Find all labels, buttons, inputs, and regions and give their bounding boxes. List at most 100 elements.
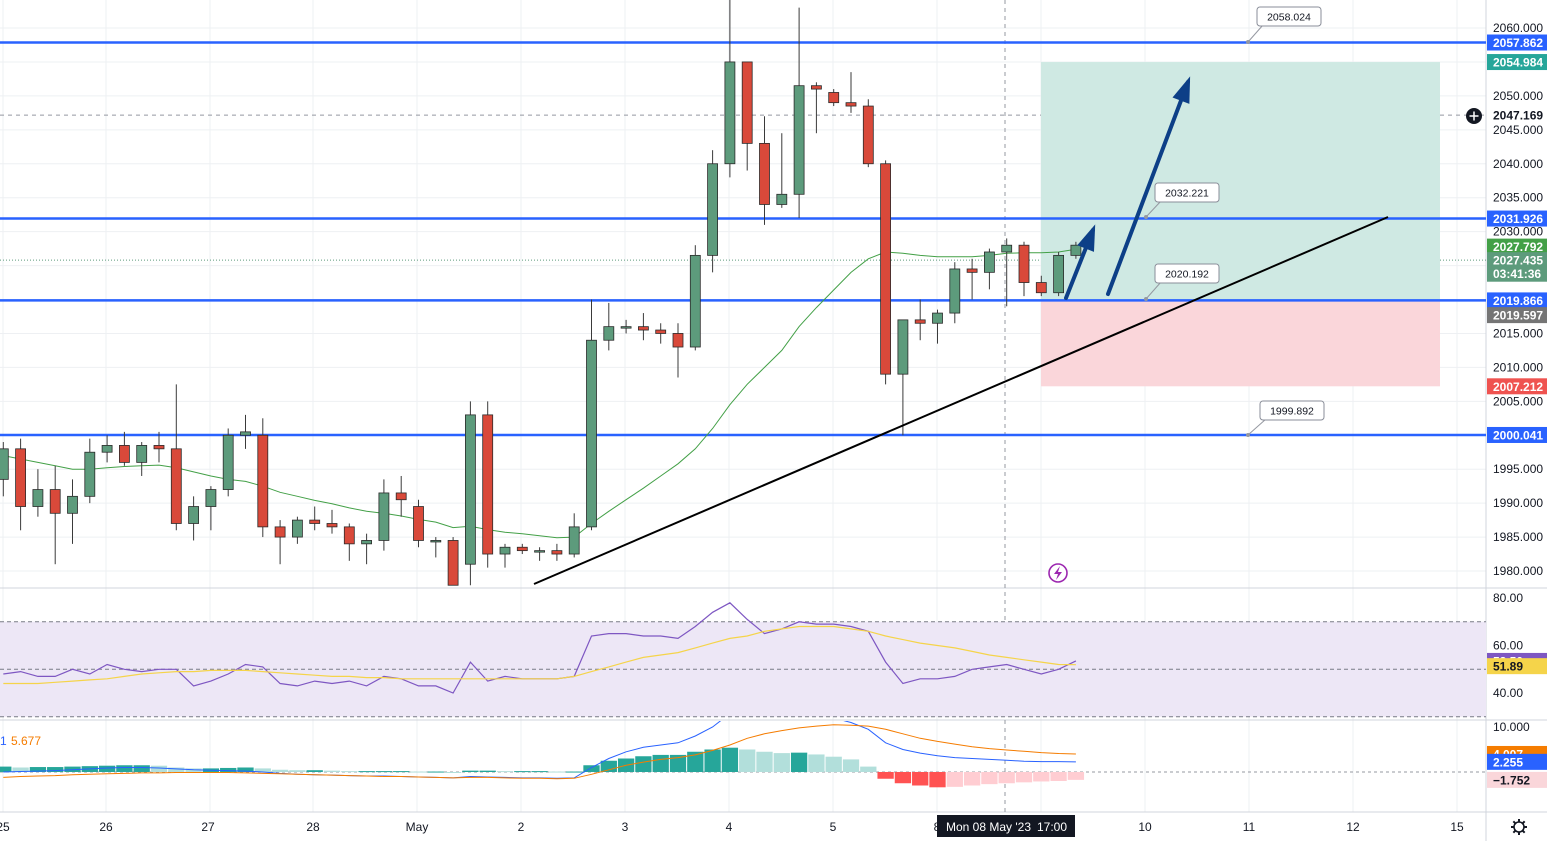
arrow-short[interactable] bbox=[1064, 224, 1096, 300]
candle-body bbox=[568, 526, 580, 555]
candle bbox=[15, 438, 27, 531]
macd-hist-bar bbox=[773, 753, 790, 772]
price-callout[interactable]: 1999.892 bbox=[1246, 400, 1325, 437]
axis-price-label-bg bbox=[1487, 34, 1547, 51]
candle-body bbox=[845, 102, 857, 107]
candle-body bbox=[84, 451, 96, 497]
candle-body bbox=[32, 489, 44, 507]
candle bbox=[845, 72, 857, 113]
candle bbox=[568, 513, 580, 558]
axis-price-label-text: 03:41:36 bbox=[1493, 267, 1541, 281]
candle-body bbox=[1001, 244, 1013, 253]
plus-circle-icon[interactable] bbox=[1466, 108, 1482, 124]
macd-hist-bar bbox=[981, 772, 998, 785]
candle-body bbox=[776, 193, 788, 205]
macd-hist-bar bbox=[894, 772, 912, 784]
lightning-icon[interactable] bbox=[1048, 563, 1068, 583]
price-callout[interactable]: 2020.192 bbox=[1144, 263, 1220, 301]
loss-zone[interactable] bbox=[1041, 300, 1440, 387]
candle-body bbox=[170, 448, 182, 524]
macd-hist-bar bbox=[998, 772, 1015, 784]
price-axis-tick: 1980.000 bbox=[1493, 564, 1543, 578]
axis-price-label-bg bbox=[1487, 307, 1547, 324]
candle-body bbox=[620, 326, 632, 329]
drawings[interactable]: 2058.024 2032.221 2020.192 1999.892 bbox=[533, 6, 1389, 585]
crosshair-date: Mon 08 May '23 bbox=[946, 820, 1031, 834]
macd-hist-bar bbox=[29, 767, 47, 772]
axis-price-label-text: 2007.212 bbox=[1493, 380, 1543, 394]
macd-hist-bar bbox=[1033, 772, 1050, 782]
candle-body bbox=[932, 312, 943, 324]
candle bbox=[482, 401, 494, 568]
candle-body bbox=[880, 163, 891, 375]
candle bbox=[361, 533, 373, 565]
axis-price-label-bg bbox=[1487, 54, 1547, 71]
candle bbox=[0, 442, 9, 497]
trendline[interactable] bbox=[533, 216, 1389, 585]
macd-hist-bar bbox=[825, 756, 842, 772]
candle bbox=[897, 319, 909, 436]
arrow-long[interactable] bbox=[1106, 76, 1191, 296]
macd-hist-bar bbox=[877, 772, 894, 779]
macd-hist-bar bbox=[271, 769, 289, 772]
price-callout[interactable]: 2058.024 bbox=[1246, 6, 1322, 44]
macd-hist-bar bbox=[860, 766, 877, 772]
candle bbox=[776, 133, 788, 208]
candle bbox=[274, 520, 286, 565]
price-axis-tick: 1990.000 bbox=[1493, 496, 1543, 510]
candle-body bbox=[395, 492, 407, 501]
gear-icon-tooth bbox=[1512, 829, 1517, 834]
candle bbox=[240, 414, 251, 449]
candle bbox=[309, 506, 321, 531]
candle bbox=[1035, 275, 1047, 297]
axis-price-label-text: 51.89 bbox=[1493, 660, 1523, 674]
callout-text: 2032.221 bbox=[1165, 188, 1209, 200]
candle bbox=[32, 469, 44, 517]
candle bbox=[586, 299, 597, 531]
macd-hist-bar bbox=[635, 756, 652, 772]
price-axis-tick: 2040.000 bbox=[1493, 157, 1543, 171]
candle-body bbox=[153, 445, 165, 450]
gear-icon-tooth bbox=[1521, 829, 1526, 834]
candle bbox=[188, 496, 200, 541]
candles bbox=[0, 0, 1082, 586]
price-callout[interactable]: 2032.221 bbox=[1144, 182, 1220, 219]
gear-icon-tooth bbox=[1521, 820, 1526, 825]
axis-price-label: 2031.926 bbox=[1487, 210, 1547, 227]
candle bbox=[862, 99, 874, 168]
candle bbox=[84, 438, 96, 504]
candle-body bbox=[378, 492, 390, 541]
axis-price-label-bg bbox=[1487, 252, 1547, 269]
time-axis-tick: 10 bbox=[1138, 820, 1152, 834]
candle-body bbox=[0, 448, 9, 480]
candle bbox=[932, 309, 943, 344]
rsi-pane bbox=[0, 602, 1486, 718]
candle bbox=[620, 319, 632, 334]
candle-body bbox=[897, 319, 909, 375]
candle-body bbox=[413, 506, 424, 541]
candle bbox=[378, 479, 390, 551]
axis-price-label: 2000.041 bbox=[1487, 426, 1547, 443]
macd-hist-bar bbox=[358, 771, 375, 773]
candle bbox=[880, 160, 891, 385]
macd-hist-bar bbox=[808, 754, 825, 772]
macd-hist-bar bbox=[756, 751, 773, 772]
crosshair-hour: 17:00 bbox=[1037, 820, 1067, 834]
candle-body bbox=[1035, 282, 1047, 294]
profit-zone[interactable] bbox=[1041, 62, 1440, 301]
candle-body bbox=[15, 448, 27, 507]
macd-hist-bar bbox=[444, 772, 462, 773]
callout-box bbox=[1154, 182, 1220, 203]
price-axis-tick: 1985.000 bbox=[1493, 530, 1543, 544]
candle-body bbox=[291, 519, 303, 538]
candle bbox=[343, 523, 355, 561]
macd-hist-bar bbox=[237, 767, 254, 772]
axis-price-label: 2019.597 bbox=[1487, 307, 1547, 324]
crosshair-time-bg bbox=[937, 815, 1075, 837]
candle-body bbox=[516, 546, 528, 552]
candle bbox=[914, 299, 926, 341]
axis-price-label-text: 2019.866 bbox=[1493, 294, 1543, 308]
gear-icon[interactable] bbox=[1511, 819, 1527, 835]
